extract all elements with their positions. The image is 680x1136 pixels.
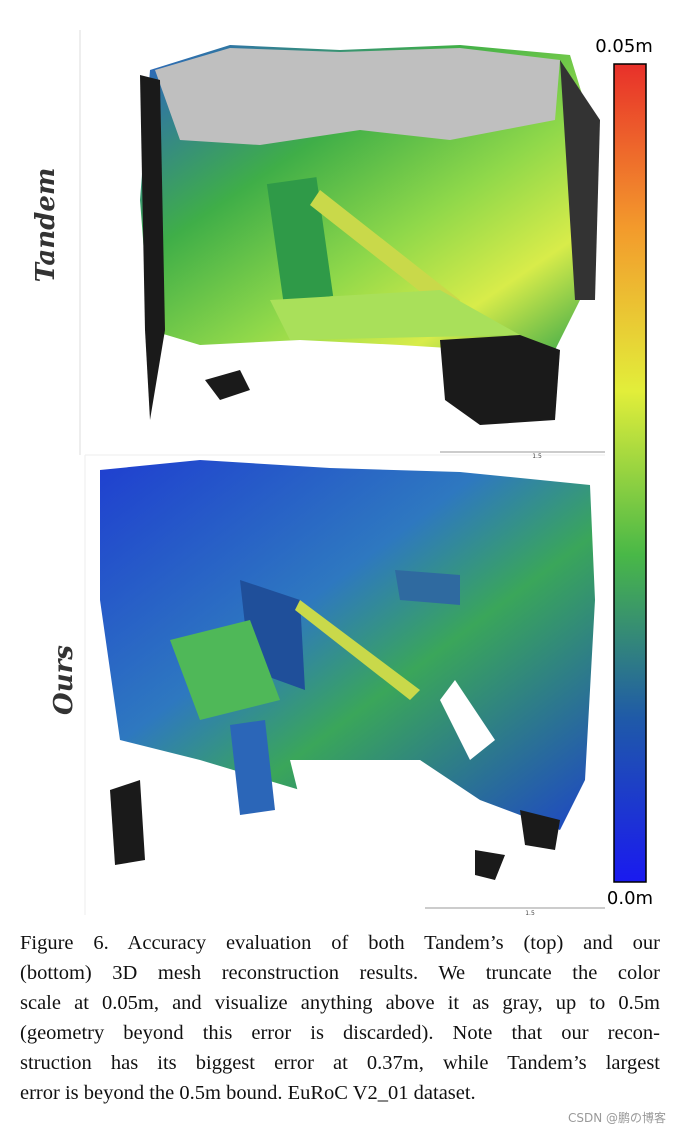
caption-line: (geometry beyond this error is discarded… bbox=[20, 1022, 660, 1044]
caption: Figure 6. Accuracy evaluation of both Ta… bbox=[20, 928, 660, 1108]
bottom-panel bbox=[84, 454, 605, 915]
caption-line: (bottom) 3D mesh reconstruction results.… bbox=[20, 962, 660, 984]
caption-line: error is beyond the 0.5m bound. EuRoC V2… bbox=[20, 1082, 476, 1104]
colorbar-max-label: 0.05m bbox=[595, 36, 653, 57]
row-label: Tandem bbox=[31, 168, 61, 283]
colorbar-min-label: 0.0m bbox=[607, 888, 653, 909]
caption-line: scale at 0.05m, and visualize anything a… bbox=[20, 992, 660, 1014]
caption-line: struction has its biggest error at 0.37m… bbox=[20, 1052, 660, 1074]
caption-line: Figure 6. Accuracy evaluation of both Ta… bbox=[20, 932, 660, 954]
figure: 0.05m 0.0m Tandem Ours 1.5 1.5 bbox=[31, 30, 653, 917]
scale-label: 1.5 bbox=[532, 453, 542, 460]
row-label: Ours bbox=[49, 645, 79, 715]
top-panel bbox=[79, 30, 605, 455]
scale-label: 1.5 bbox=[525, 910, 535, 917]
colorbar bbox=[613, 63, 647, 883]
watermark: CSDN @鹏の博客 bbox=[567, 1111, 666, 1125]
